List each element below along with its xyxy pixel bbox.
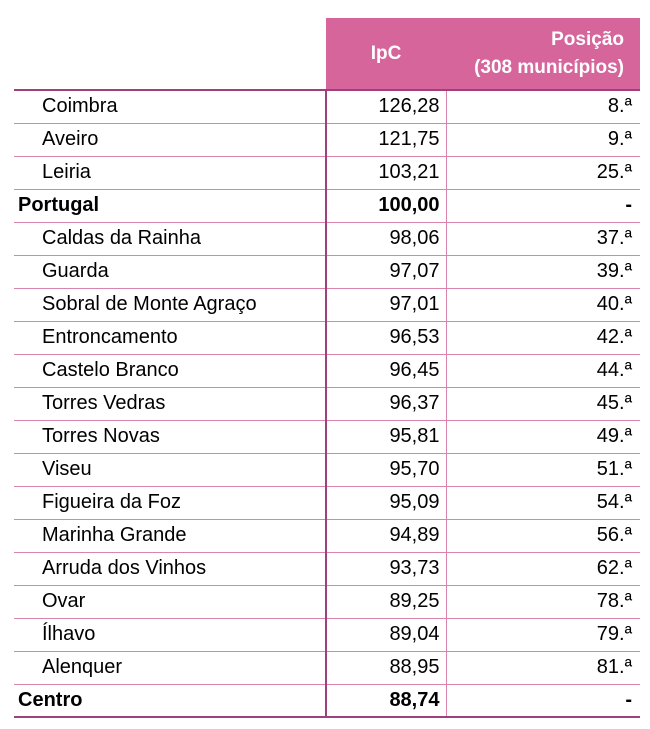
position-cell: 62.ª <box>445 552 640 585</box>
table-row: Castelo Branco 96,45 44.ª <box>14 354 640 387</box>
municipality-cell: Torres Novas <box>42 425 160 447</box>
header-blank-cell <box>14 18 326 90</box>
table-row: Torres Novas 95,81 49.ª <box>14 420 640 453</box>
municipality-cell: Entroncamento <box>42 326 178 348</box>
position-cell: 25.ª <box>445 156 640 189</box>
position-cell: 39.ª <box>445 255 640 288</box>
table-row: Leiria 103,21 25.ª <box>14 156 640 189</box>
ipc-value-cell: 95,70 <box>325 453 446 486</box>
position-cell: 79.ª <box>445 618 640 651</box>
position-cell: 49.ª <box>445 420 640 453</box>
municipality-cell: Caldas da Rainha <box>42 227 201 249</box>
ipc-value-cell: 89,25 <box>325 585 446 618</box>
ipc-value-cell: 93,73 <box>325 552 446 585</box>
table-row: Torres Vedras 96,37 45.ª <box>14 387 640 420</box>
position-cell: 37.ª <box>445 222 640 255</box>
ipc-value-cell: 89,04 <box>325 618 446 651</box>
table-row: Guarda 97,07 39.ª <box>14 255 640 288</box>
position-cell: 54.ª <box>445 486 640 519</box>
ipc-value-cell: 98,06 <box>325 222 446 255</box>
table-row: Centro 88,74- <box>14 684 640 717</box>
municipality-cell: Ovar <box>42 590 86 612</box>
position-cell: 81.ª <box>445 651 640 684</box>
municipality-cell: Castelo Branco <box>42 359 179 381</box>
table-row: Caldas da Rainha 98,06 37.ª <box>14 222 640 255</box>
ipc-table: IpC Posição (308 municípios) Coimbra 126,… <box>14 18 640 718</box>
position-cell: 78.ª <box>445 585 640 618</box>
ipc-value-cell: 88,95 <box>325 651 446 684</box>
municipality-cell: Marinha Grande <box>42 524 187 546</box>
municipality-cell: Alenquer <box>42 656 123 678</box>
ipc-value-cell: 103,21 <box>325 156 446 189</box>
position-cell: 9.ª <box>445 123 640 156</box>
ipc-value-cell: 97,07 <box>325 255 446 288</box>
position-cell: 42.ª <box>445 321 640 354</box>
municipality-cell: Torres Vedras <box>42 392 166 414</box>
ipc-value-cell: 88,74 <box>325 684 446 717</box>
header-row: IpC Posição (308 municípios) <box>14 18 640 90</box>
table-row: Ílhavo 89,04 79.ª <box>14 618 640 651</box>
table-row: Viseu 95,70 51.ª <box>14 453 640 486</box>
ipc-value-cell: 121,75 <box>325 123 446 156</box>
ipc-value-cell: 96,37 <box>325 387 446 420</box>
table-row: Entroncamento 96,53 42.ª <box>14 321 640 354</box>
table-row: Sobral de Monte Agraço 97,01 40.ª <box>14 288 640 321</box>
position-cell: 8.ª <box>445 90 640 123</box>
ipc-value-cell: 96,45 <box>325 354 446 387</box>
municipality-cell: Centro <box>18 688 83 711</box>
header-position: Posição (308 municípios) <box>446 18 640 90</box>
position-cell: - <box>445 684 640 717</box>
table-body: Coimbra 126,28 8.ª Aveiro 121,75 9.ª Leiria 103… <box>14 90 640 717</box>
municipality-cell: Guarda <box>42 260 109 282</box>
municipality-cell: Coimbra <box>42 95 118 118</box>
table-row: Marinha Grande 94,89 56.ª <box>14 519 640 552</box>
position-cell: - <box>445 189 640 222</box>
table-row: Portugal 100,00- <box>14 189 640 222</box>
position-cell: 40.ª <box>445 288 640 321</box>
position-cell: 44.ª <box>445 354 640 387</box>
ipc-value-cell: 126,28 <box>325 90 446 123</box>
municipality-cell: Leiria <box>42 161 91 183</box>
municipality-cell: Ílhavo <box>42 623 96 645</box>
position-cell: 56.ª <box>445 519 640 552</box>
ipc-value-cell: 95,09 <box>325 486 446 519</box>
header-position-title: Posição <box>551 28 624 50</box>
municipality-cell: Figueira da Foz <box>42 491 181 513</box>
header-ipc: IpC <box>326 18 446 90</box>
table-row: Coimbra 126,28 8.ª <box>14 90 640 123</box>
municipality-cell: Arruda dos Vinhos <box>42 557 207 579</box>
position-cell: 45.ª <box>445 387 640 420</box>
table-row: Ovar 89,25 78.ª <box>14 585 640 618</box>
ipc-value-cell: 94,89 <box>325 519 446 552</box>
table-row: Alenquer 88,95 81.ª <box>14 651 640 684</box>
municipality-cell: Aveiro <box>42 128 99 150</box>
position-cell: 51.ª <box>445 453 640 486</box>
ipc-value-cell: 96,53 <box>325 321 446 354</box>
table-row: Arruda dos Vinhos 93,73 62.ª <box>14 552 640 585</box>
municipality-cell: Viseu <box>42 458 92 480</box>
ipc-value-cell: 95,81 <box>325 420 446 453</box>
municipality-cell: Portugal <box>18 194 100 216</box>
ipc-value-cell: 97,01 <box>325 288 446 321</box>
municipality-cell: Sobral de Monte Agraço <box>42 293 257 315</box>
table-row: Aveiro 121,75 9.ª <box>14 123 640 156</box>
table-row: Figueira da Foz 95,09 54.ª <box>14 486 640 519</box>
header-position-subtitle: (308 municípios) <box>474 56 624 78</box>
ipc-value-cell: 100,00 <box>325 189 446 222</box>
